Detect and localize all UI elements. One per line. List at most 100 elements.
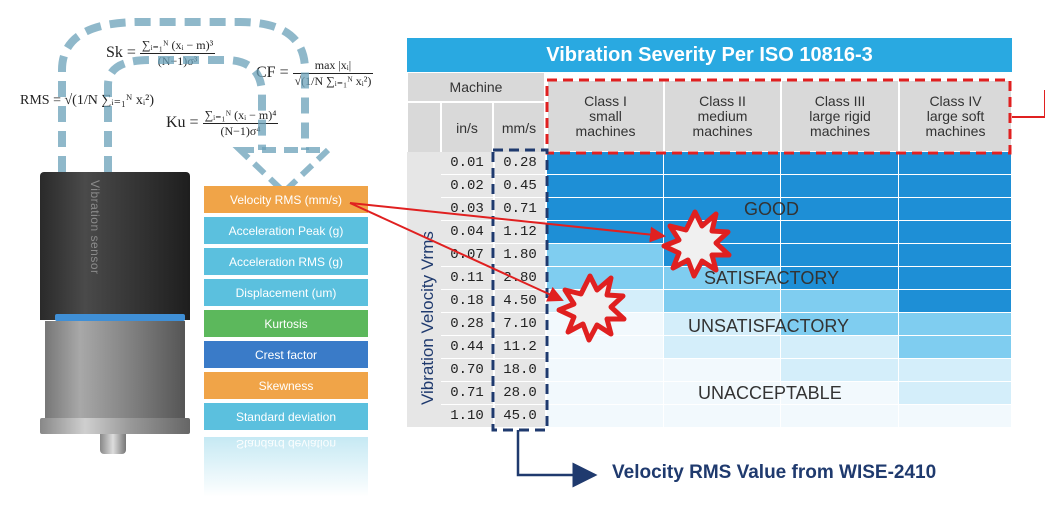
zone-cell-unacceptable: [547, 405, 663, 427]
zone-cell-satisfactory: [899, 313, 1011, 335]
zone-cell-good: [899, 198, 1011, 220]
ins-value-cell: 0.70: [441, 359, 493, 382]
zone-cell-unsatisfactory: [899, 359, 1011, 381]
footer-caption: Velocity RMS Value from WISE-2410: [612, 462, 937, 483]
metric-button[interactable]: Acceleration Peak (g): [204, 217, 368, 244]
ins-value-cell: 1.10: [441, 405, 493, 428]
metric-button[interactable]: Skewness: [204, 372, 368, 399]
mms-value-cell: 4.50: [495, 290, 545, 313]
mms-value-cell: 0.28: [495, 152, 545, 175]
zone-cell-good: [899, 175, 1011, 197]
class-header-line: Class I: [584, 92, 627, 109]
skewness-formula-lhs: Sk =: [106, 44, 136, 62]
zone-cell-unacceptable: [547, 359, 663, 381]
zone-cell-good: [899, 290, 1011, 312]
metric-button[interactable]: Kurtosis: [204, 310, 368, 337]
zone-cell-good: [781, 244, 898, 266]
zone-cell-good: [547, 198, 663, 220]
mms-value-cell: 18.0: [495, 359, 545, 382]
zone-cell-good: [781, 152, 898, 174]
ins-value-cell: 0.01: [441, 152, 493, 175]
zone-cell-satisfactory: [547, 267, 663, 289]
kurtosis-formula-numerator: ∑ᵢ₌₁ᴺ (xᵢ − m)⁴: [202, 108, 279, 124]
machine-header: Machine: [407, 72, 545, 102]
ins-value-cell: 0.71: [441, 382, 493, 405]
crest-factor-formula-numerator: max |xᵢ|: [292, 58, 374, 74]
zone-cell-good: [664, 152, 780, 174]
sensor-lower-body: [45, 321, 185, 421]
rms-formula-text: RMS = √(1/N ∑ᵢ₌₁ᴺ xᵢ²): [20, 93, 154, 108]
metric-button[interactable]: Standard deviation: [204, 403, 368, 430]
zone-label-good: GOOD: [744, 199, 800, 219]
zone-cell-unacceptable: [664, 382, 780, 404]
crest-factor-formula-denominator: √(1/N ∑ᵢ₌₁ᴺ xᵢ²): [294, 74, 372, 88]
ins-value-cell: 0.03: [441, 198, 493, 221]
zone-cell-good: [781, 175, 898, 197]
zone-cell-satisfactory: [899, 336, 1011, 358]
skewness-formula-numerator: ∑ᵢ₌₁ᴺ (xᵢ − m)³: [139, 38, 216, 54]
class-header-line: Class III: [814, 92, 866, 109]
ins-value-cell: 0.28: [441, 313, 493, 336]
metric-list-reflection: Standard deviation: [204, 437, 368, 497]
kurtosis-formula: Ku = ∑ᵢ₌₁ᴺ (xᵢ − m)⁴ (N−1)σ⁴: [166, 108, 279, 139]
mms-value-cell: 1.12: [495, 221, 545, 244]
unit-header-mms: mm/s: [493, 102, 545, 154]
mms-value-cell: 1.80: [495, 244, 545, 267]
zone-cell-good: [899, 267, 1011, 289]
mms-value-cell: 28.0: [495, 382, 545, 405]
zone-cell-good: [899, 244, 1011, 266]
class-header-line: machines: [925, 122, 986, 139]
metric-button[interactable]: Displacement (um): [204, 279, 368, 306]
mms-value-cell: 11.2: [495, 336, 545, 359]
class-header: Class II medium machines: [664, 80, 781, 152]
class-header-line: small: [589, 107, 622, 124]
zone-cell-good: [664, 175, 780, 197]
ins-value-cell: 0.11: [441, 267, 493, 290]
class-header-line: medium: [697, 107, 748, 124]
dashed-flow-arrow: [58, 18, 336, 197]
ins-value-cell: 0.02: [441, 175, 493, 198]
burst-icon-lower: [556, 273, 627, 343]
zone-cell-unacceptable: [899, 405, 1011, 427]
footer-connector-arrow: [516, 430, 598, 488]
sensor-base: [40, 418, 190, 434]
metric-button[interactable]: Crest factor: [204, 341, 368, 368]
zone-cell-unsatisfactory: [664, 336, 780, 358]
zone-cell-unsatisfactory: [781, 359, 898, 381]
pointer-arrow-good: [349, 202, 666, 243]
class-header-line: machines: [810, 122, 870, 139]
class-header-line: machines: [692, 122, 753, 139]
zone-cell-unsatisfactory: [781, 336, 898, 358]
crest-factor-formula: CF = max |xᵢ| √(1/N ∑ᵢ₌₁ᴺ xᵢ²): [256, 58, 374, 89]
metric-button[interactable]: Velocity RMS (mm/s): [204, 186, 368, 213]
class-highlight-connector: [1012, 90, 1045, 118]
zone-cell-unacceptable: [664, 359, 780, 381]
class-header-line: large rigid: [809, 107, 871, 124]
metric-button[interactable]: Acceleration RMS (g): [204, 248, 368, 275]
sensor-pin: [100, 434, 126, 454]
zone-label-unacceptable: UNACCEPTABLE: [698, 383, 842, 403]
class-header-line: Class II: [699, 92, 746, 109]
class-header-line: machines: [575, 122, 636, 139]
zone-cell-good: [781, 221, 898, 243]
mms-value-cell: 2.80: [495, 267, 545, 290]
zone-cell-satisfactory: [547, 244, 663, 266]
zone-cell-unacceptable: [781, 382, 898, 404]
zone-cell-good: [547, 152, 663, 174]
zone-cell-unsatisfactory: [664, 313, 780, 335]
zone-label-satisfactory: SATISFACTORY: [704, 268, 840, 288]
pointer-arrow-satisfactory: [349, 202, 564, 302]
table-title: Vibration Severity Per ISO 10816-3: [407, 38, 1012, 72]
class-header-line: large soft: [926, 107, 985, 124]
sensor-ring: [55, 314, 185, 321]
ins-value-cell: 0.18: [441, 290, 493, 313]
axis-label-strip: [407, 152, 441, 428]
ins-value-cell: 0.04: [441, 221, 493, 244]
kurtosis-formula-lhs: Ku =: [166, 114, 199, 132]
class-header: Class IV large soft machines: [899, 80, 1012, 152]
zone-cell-satisfactory: [781, 313, 898, 335]
zone-cell-unacceptable: [547, 336, 663, 358]
mms-value-cell: 45.0: [495, 405, 545, 428]
